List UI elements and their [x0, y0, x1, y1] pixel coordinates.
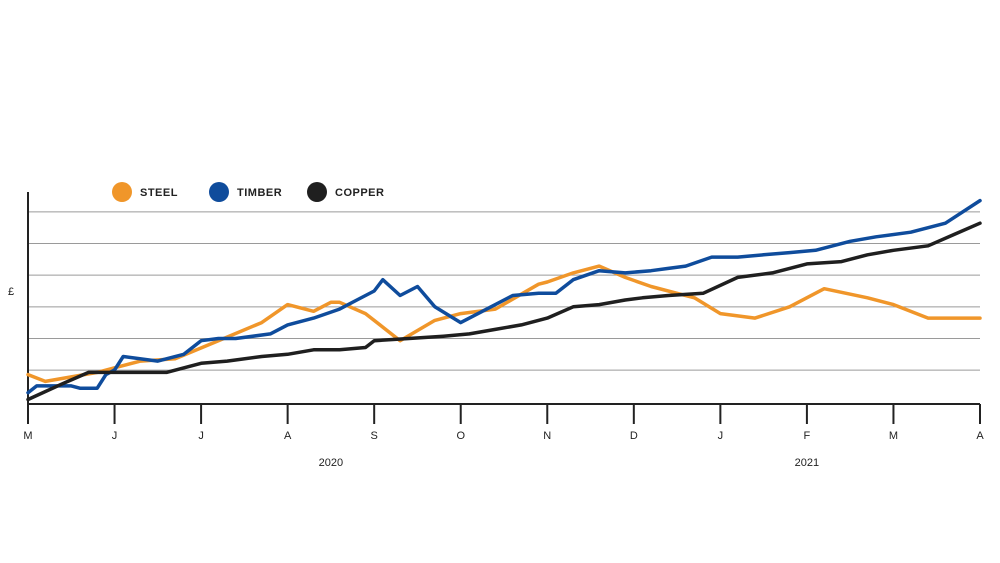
series-lines: [26, 198, 982, 402]
x-tick-label: O: [456, 430, 465, 442]
series-line-copper: [26, 221, 982, 402]
legend-label-timber: TIMBER: [237, 187, 282, 199]
x-tick-label: A: [976, 430, 984, 442]
axes: £: [8, 192, 980, 405]
year-label: 2021: [795, 457, 819, 469]
legend-label-copper: COPPER: [335, 187, 384, 199]
year-labels: 2020 2021: [319, 457, 819, 469]
legend: STEEL TIMBER COPPER: [112, 182, 384, 202]
x-tick-label: N: [543, 430, 551, 442]
year-label: 2020: [319, 457, 343, 469]
y-axis-label: £: [8, 286, 14, 298]
x-tick-label: J: [112, 430, 118, 442]
x-tick-label: D: [630, 430, 638, 442]
x-tick-label: F: [804, 430, 811, 442]
x-tick-label: M: [889, 430, 898, 442]
x-tick-label: J: [718, 430, 724, 442]
legend-swatch-copper: [307, 182, 327, 202]
x-tick-label: S: [371, 430, 378, 442]
legend-swatch-timber: [209, 182, 229, 202]
legend-swatch-steel: [112, 182, 132, 202]
x-tick-label: J: [198, 430, 204, 442]
gridlines: [28, 211, 980, 371]
legend-label-steel: STEEL: [140, 187, 178, 199]
x-tick-label: M: [23, 430, 32, 442]
x-tick-label: A: [284, 430, 292, 442]
series-line-timber: [26, 198, 982, 395]
series-line-steel: [26, 264, 982, 384]
